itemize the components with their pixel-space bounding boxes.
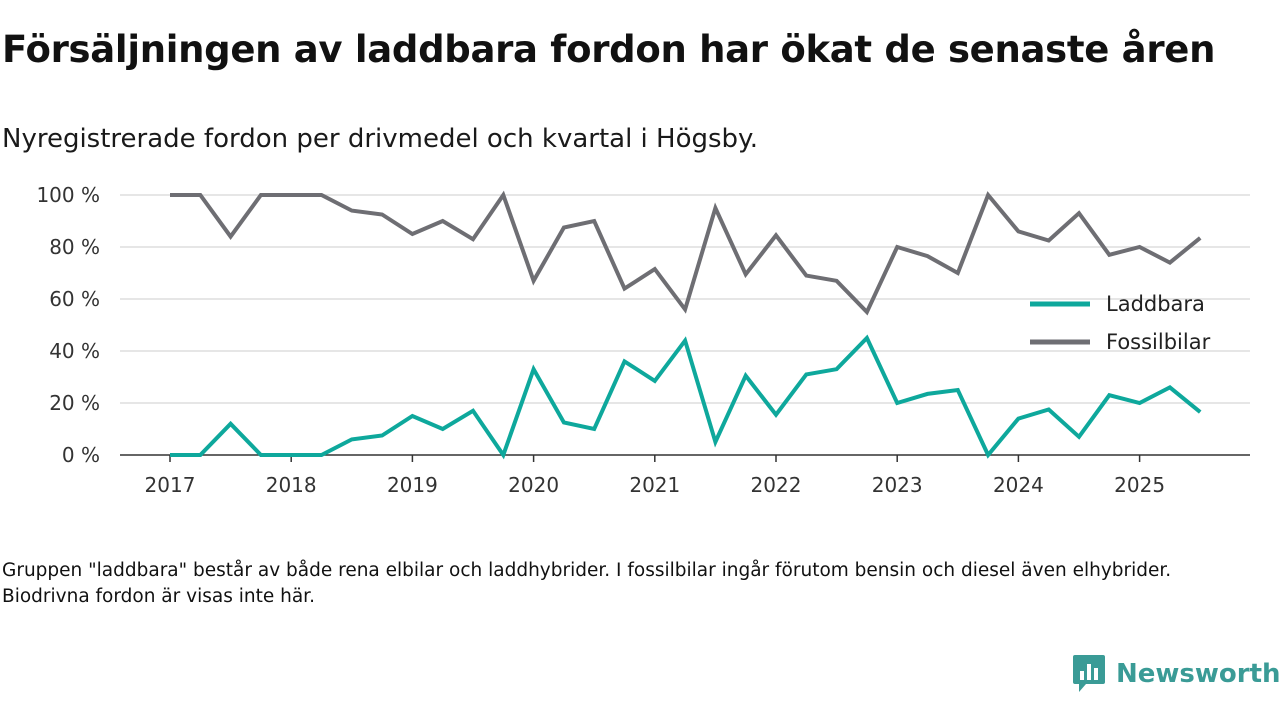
footnote: Gruppen "laddbara" består av både rena e… xyxy=(2,560,1172,607)
y-tick-label: 20 % xyxy=(49,391,100,415)
x-tick-label: 2019 xyxy=(387,473,438,497)
x-tick-label: 2021 xyxy=(629,473,680,497)
brand-logo: Newsworthy xyxy=(1072,654,1280,694)
series-line-laddbara xyxy=(170,334,1202,460)
y-tick-label: 100 % xyxy=(36,183,100,207)
chart-title: Försäljningen av laddbara fordon har öka… xyxy=(2,28,1216,71)
x-tick-label: 2017 xyxy=(145,473,196,497)
line-chart: 0 % 20 % 40 % 60 % 80 % 100 % 2017 2018 2019 2020… xyxy=(36,183,1250,497)
x-tick-label: 2018 xyxy=(266,473,317,497)
x-tick-label: 2024 xyxy=(993,473,1044,497)
y-tick-label: 80 % xyxy=(49,235,100,259)
legend-label-fossil: Fossilbilar xyxy=(1106,330,1211,354)
y-tick-label: 0 % xyxy=(62,443,100,467)
x-tick-label: 2025 xyxy=(1114,473,1165,497)
x-tick-label: 2022 xyxy=(751,473,802,497)
legend-label-laddbara: Laddbara xyxy=(1106,292,1205,316)
brand-name: Newsworthy xyxy=(1116,659,1280,689)
y-tick-label: 60 % xyxy=(49,287,100,311)
x-tick-label: 2023 xyxy=(872,473,923,497)
series-line-fossil xyxy=(170,190,1202,316)
chart-subtitle: Nyregistrerade fordon per drivmedel och … xyxy=(2,124,759,154)
y-tick-label: 40 % xyxy=(49,339,100,363)
x-tick-label: 2020 xyxy=(508,473,559,497)
newsworthy-logo-icon xyxy=(1073,655,1105,692)
